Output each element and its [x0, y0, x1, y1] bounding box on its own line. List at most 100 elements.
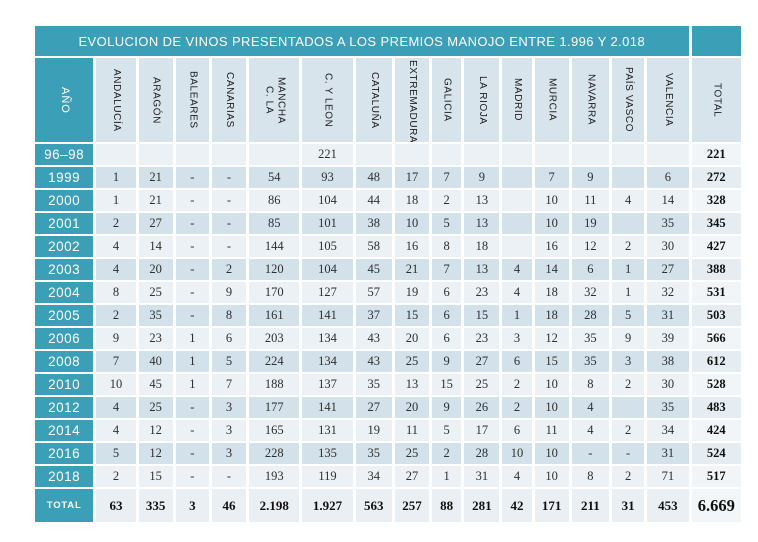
- column-header: ANDALUCÍA: [96, 58, 136, 142]
- data-cell: 10: [502, 443, 532, 464]
- data-cell: 161: [249, 305, 300, 326]
- data-cell: 23: [464, 328, 500, 349]
- data-cell: 13: [464, 213, 500, 234]
- data-cell: [432, 144, 462, 165]
- data-cell: 10: [534, 443, 569, 464]
- wine-evolution-table: EVOLUCION DE VINOS PRESENTADOS A LOS PRE…: [32, 24, 744, 524]
- data-cell: -: [175, 213, 209, 234]
- data-cell: 9: [432, 397, 462, 418]
- data-cell: 12: [571, 236, 609, 257]
- row-year-label: 2005: [35, 305, 94, 326]
- column-total-cell: 3: [175, 489, 209, 522]
- data-cell: [502, 236, 532, 257]
- totals-row-label: TOTAL: [35, 489, 94, 522]
- column-header-row: AÑO ANDALUCÍA ARAGÓN BALEARES CANARIAS C. LA …: [35, 58, 741, 142]
- data-cell: 18: [534, 282, 569, 303]
- data-cell: 27: [647, 259, 689, 280]
- data-cell: 35: [138, 305, 173, 326]
- data-cell: 35: [571, 351, 609, 372]
- data-cell: 228: [249, 443, 300, 464]
- data-cell: 1: [96, 167, 136, 188]
- column-total-cell: 42: [502, 489, 532, 522]
- data-cell: 3: [211, 443, 247, 464]
- data-cell: 13: [464, 259, 500, 280]
- data-cell: 7: [432, 259, 462, 280]
- data-cell: 15: [432, 374, 462, 395]
- title-corner-block: [691, 26, 741, 56]
- data-cell: -: [175, 420, 209, 441]
- data-cell: 6: [647, 167, 689, 188]
- data-cell: 13: [464, 190, 500, 211]
- data-cell: 3: [211, 420, 247, 441]
- data-cell: 28: [464, 443, 500, 464]
- data-cell: 131: [302, 420, 353, 441]
- data-cell: [464, 144, 500, 165]
- data-cell: [211, 144, 247, 165]
- row-year-label: 1999: [35, 167, 94, 188]
- data-cell: 12: [138, 420, 173, 441]
- data-cell: [534, 144, 569, 165]
- data-cell: 31: [647, 305, 689, 326]
- table-row: 96–98 221 221: [35, 144, 741, 165]
- column-total-cell: 88: [432, 489, 462, 522]
- data-cell: 13: [394, 374, 430, 395]
- data-cell: [647, 144, 689, 165]
- row-year-label: 2000: [35, 190, 94, 211]
- data-cell: -: [211, 167, 247, 188]
- data-cell: 31: [647, 443, 689, 464]
- column-total-cell: 2.198: [249, 489, 300, 522]
- data-cell: 4: [96, 236, 136, 257]
- data-cell: 5: [432, 420, 462, 441]
- data-cell: 32: [571, 282, 609, 303]
- column-header-label: LA RIOJA: [476, 75, 488, 125]
- data-cell: [611, 397, 645, 418]
- data-cell: -: [211, 213, 247, 234]
- data-cell: [175, 144, 209, 165]
- data-cell: 3: [211, 397, 247, 418]
- table-row: 2000 1 21- -86 104 44 18 2 13 10 11 4 14 328: [35, 190, 741, 211]
- row-year-label: 2002: [35, 236, 94, 257]
- data-cell: 8: [432, 236, 462, 257]
- data-cell: 2: [432, 190, 462, 211]
- data-cell: 4: [571, 397, 609, 418]
- data-cell: 34: [647, 420, 689, 441]
- data-cell: -: [175, 259, 209, 280]
- data-cell: 2: [611, 236, 645, 257]
- data-cell: 15: [138, 466, 173, 487]
- data-cell: 6: [502, 351, 532, 372]
- data-cell: 10: [534, 190, 569, 211]
- column-header-label: ARAGÓN: [150, 76, 162, 124]
- column-header-label: C. Y LEON: [322, 72, 334, 128]
- data-cell: [502, 144, 532, 165]
- data-cell: 3: [502, 328, 532, 349]
- data-cell: 31: [464, 466, 500, 487]
- data-cell: 4: [502, 259, 532, 280]
- table-row: 2012 4 25-3 177 141 27 20 9 26 2 10 4 35 483: [35, 397, 741, 418]
- data-cell: 19: [355, 420, 392, 441]
- data-cell: 35: [647, 397, 689, 418]
- data-cell: -: [175, 397, 209, 418]
- data-cell: 14: [138, 236, 173, 257]
- row-total-cell: 328: [691, 190, 741, 211]
- data-cell: [355, 144, 392, 165]
- column-header: NAVARRA: [571, 58, 609, 142]
- data-cell: [611, 213, 645, 234]
- column-total-cell: 563: [355, 489, 392, 522]
- data-cell: 18: [464, 236, 500, 257]
- data-cell: 35: [355, 374, 392, 395]
- data-cell: 4: [502, 466, 532, 487]
- table-row: 2002 4 14- -144 105 58 16 8 18 16 12 2 30 427: [35, 236, 741, 257]
- data-cell: 9: [432, 351, 462, 372]
- data-cell: 23: [464, 282, 500, 303]
- row-total-cell: 528: [691, 374, 741, 395]
- column-header: LA RIOJA: [464, 58, 500, 142]
- data-cell: 134: [302, 328, 353, 349]
- data-cell: 2: [96, 466, 136, 487]
- column-total-cell: 335: [138, 489, 173, 522]
- table-row: 2018 2 15- -193 119 34 27 1 31 4 10 8 2 71 517: [35, 466, 741, 487]
- data-cell: 7: [432, 167, 462, 188]
- data-cell: -: [175, 305, 209, 326]
- data-cell: 7: [211, 374, 247, 395]
- table-row: 2003 4 20-2 120 104 45 21 7 13 4 14 6 1 27 388: [35, 259, 741, 280]
- data-cell: -: [211, 190, 247, 211]
